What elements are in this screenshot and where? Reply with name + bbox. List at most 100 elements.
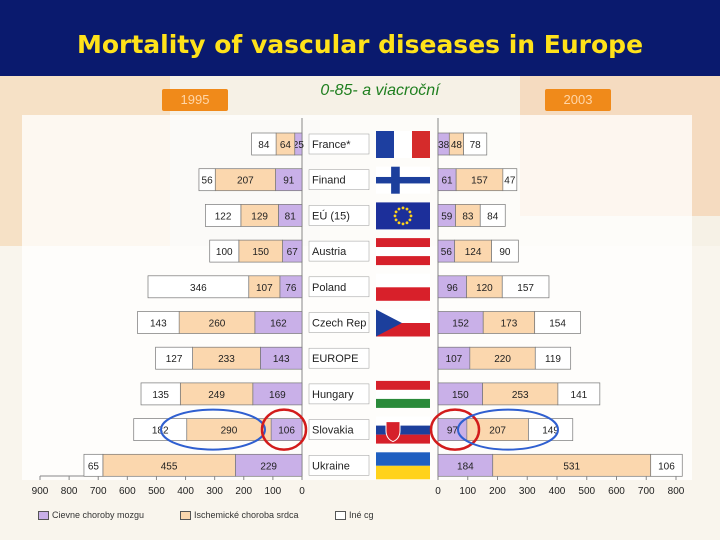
category-label: EÚ (15)	[312, 209, 350, 222]
year-badge-left: 1995	[162, 89, 228, 111]
tick-label: 500	[148, 486, 165, 497]
data-label: 124	[465, 247, 482, 258]
category-label-box	[308, 312, 370, 333]
data-label: 65	[88, 461, 100, 472]
bar-left-other	[205, 204, 242, 227]
tick-label: 200	[235, 486, 252, 497]
category-label: France*	[312, 139, 351, 151]
flag-finland-icon	[376, 166, 430, 194]
bar-right-other	[502, 168, 518, 192]
data-label: 162	[270, 319, 287, 330]
data-label: 97	[447, 426, 459, 437]
tick-label: 100	[459, 486, 476, 497]
tick-label: 800	[668, 486, 685, 497]
flag-star	[397, 207, 401, 211]
data-label: 150	[252, 247, 269, 258]
legend-item-other: Iné cg	[335, 510, 374, 521]
data-label: 81	[285, 211, 297, 222]
data-label: 173	[501, 319, 518, 330]
flag-eu-icon	[376, 202, 430, 230]
legend-label: Cievne choroby mozgu	[52, 510, 145, 520]
tick-label: 300	[519, 486, 536, 497]
tick-label: 300	[206, 486, 223, 497]
category-label: Ukraine	[312, 460, 350, 472]
bar-right-other	[534, 346, 572, 370]
data-label: 154	[549, 319, 566, 330]
category-label-box	[308, 347, 370, 369]
tick-label: 400	[549, 486, 566, 497]
flag-part	[394, 131, 412, 158]
data-label: 260	[209, 319, 226, 330]
flag-part	[376, 309, 402, 337]
flag-part	[376, 389, 430, 399]
flag-part	[376, 256, 430, 266]
category-label-box	[308, 133, 370, 155]
flag-star	[397, 221, 401, 225]
flag-part	[376, 434, 430, 444]
tick-label: 200	[489, 486, 506, 497]
data-label: 84	[487, 211, 499, 222]
data-label: 207	[489, 426, 506, 437]
highlight-ellipse-left-ischemic	[160, 408, 266, 451]
data-label: 346	[190, 283, 207, 294]
slide-title: Mortality of vascular diseases in Europe	[76, 30, 644, 59]
data-label: 143	[273, 354, 290, 365]
flag-part	[376, 247, 430, 257]
flag-france-icon	[376, 131, 430, 158]
flag-czech-icon	[376, 309, 430, 337]
flag-part	[376, 131, 394, 158]
tick-label: 700	[90, 486, 107, 497]
category-label-box	[308, 383, 370, 405]
category-label: Czech Rep	[312, 318, 366, 330]
bar-left-other	[251, 132, 277, 156]
legend-swatch	[180, 511, 191, 521]
data-label: 141	[571, 390, 588, 401]
bar-left-other	[209, 239, 240, 263]
data-label: 100	[216, 247, 233, 258]
flag-star	[405, 221, 409, 225]
bar-left-other	[140, 382, 181, 406]
legend-swatch	[335, 511, 346, 521]
highlight-ellipse-right-ischemic	[457, 408, 559, 451]
year-badge-right: 2003	[545, 89, 611, 111]
data-label: 76	[285, 283, 297, 294]
category-label-box	[308, 419, 370, 440]
flag-part	[376, 273, 430, 288]
data-label: 207	[237, 176, 254, 187]
data-label: 120	[476, 283, 493, 294]
data-label: 152	[452, 319, 469, 330]
data-label: 47	[504, 176, 516, 187]
data-label: 59	[441, 211, 453, 222]
bar-right-other	[650, 453, 683, 477]
category-label: Slovakia	[312, 425, 354, 437]
flag-star	[401, 206, 405, 210]
data-label: 455	[161, 461, 178, 472]
data-label: 91	[283, 176, 295, 187]
data-label: 149	[542, 426, 559, 437]
category-label-box	[308, 276, 370, 298]
data-label: 78	[470, 140, 482, 151]
data-label: 106	[658, 461, 675, 472]
data-label: 169	[269, 390, 286, 401]
tick-label: 400	[177, 486, 194, 497]
data-label: 143	[150, 319, 167, 330]
tick-label: 800	[61, 486, 78, 497]
flag-star	[394, 218, 398, 222]
flag-slovakia-icon	[376, 416, 430, 444]
data-label: 107	[446, 354, 463, 365]
flag-part	[376, 465, 430, 480]
data-label: 64	[280, 140, 292, 151]
bar-right-other	[534, 311, 581, 334]
flag-austria-icon	[376, 238, 430, 266]
bar-right-other	[501, 275, 550, 299]
flag-ukraine-icon	[376, 452, 430, 480]
tick-label: 0	[435, 486, 441, 497]
category-label-box	[308, 169, 370, 190]
data-label: 106	[278, 426, 295, 437]
data-label: 56	[202, 176, 214, 187]
flag-part	[376, 176, 430, 184]
legend-label: Iné cg	[349, 510, 374, 520]
data-label: 157	[471, 176, 488, 187]
data-label: 531	[563, 461, 580, 472]
